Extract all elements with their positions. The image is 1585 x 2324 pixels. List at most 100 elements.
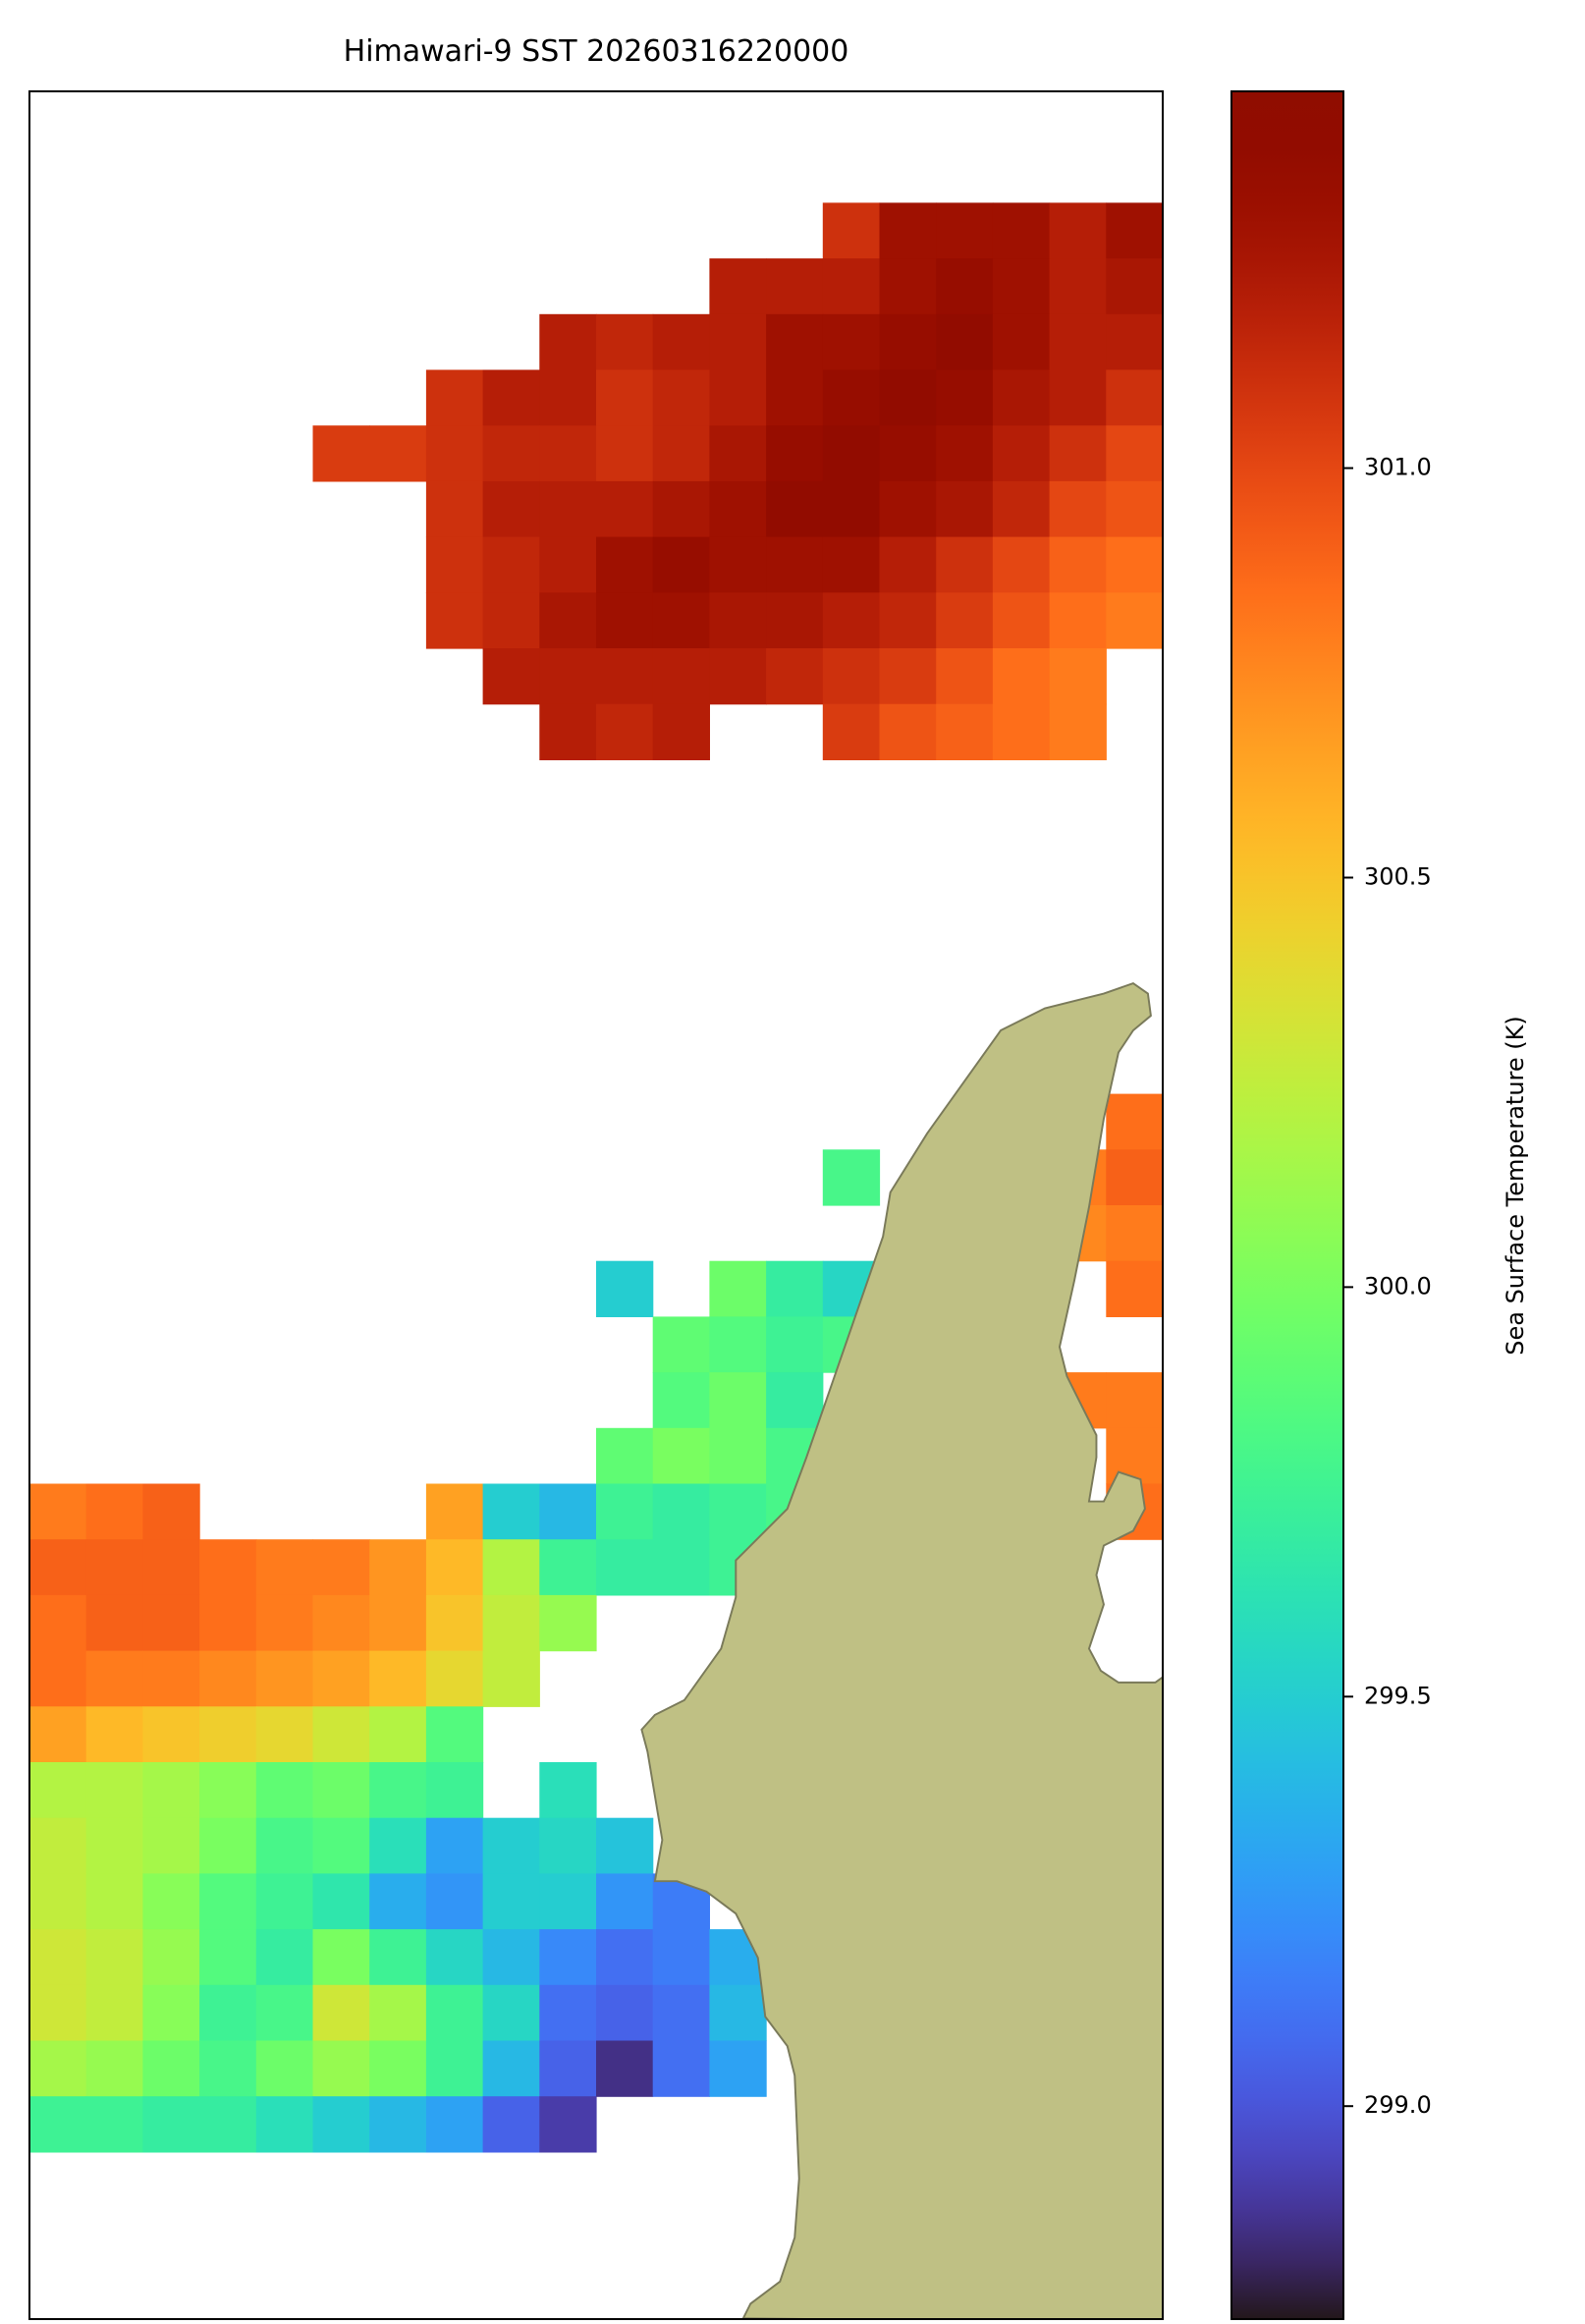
cell — [255, 2040, 314, 2097]
cell — [652, 480, 710, 538]
cell — [766, 480, 824, 538]
cell — [709, 1316, 767, 1373]
cell — [85, 1594, 143, 1652]
cell — [1049, 480, 1107, 538]
cell — [1049, 592, 1107, 649]
cell — [596, 480, 654, 538]
cell — [142, 1817, 200, 1874]
cell — [142, 1984, 200, 2042]
cell — [425, 1594, 484, 1652]
cell — [936, 258, 994, 315]
cell — [879, 202, 937, 259]
cell — [766, 1316, 824, 1373]
cell — [822, 703, 881, 760]
cell — [539, 369, 597, 426]
cell — [199, 1929, 257, 1986]
cell — [312, 2096, 370, 2153]
cell — [596, 1817, 654, 1874]
cell — [312, 1929, 370, 1986]
cell — [142, 1873, 200, 1930]
cell — [992, 536, 1051, 593]
cell — [482, 2096, 540, 2153]
cell — [369, 1594, 427, 1652]
cell — [709, 592, 767, 649]
cell — [85, 2040, 143, 2097]
cell — [539, 1483, 597, 1540]
cell — [822, 258, 881, 315]
cell — [1106, 1427, 1163, 1485]
cell — [1106, 592, 1163, 649]
cell — [312, 1984, 370, 2042]
cell — [85, 1817, 143, 1874]
cell — [369, 425, 427, 482]
colorbar — [1230, 90, 1344, 2320]
cell — [85, 2096, 143, 2153]
cell — [596, 313, 654, 371]
cell — [312, 1762, 370, 1819]
cell — [85, 1929, 143, 1986]
cell — [596, 425, 654, 482]
cell — [936, 703, 994, 760]
cell — [879, 369, 937, 426]
cell — [425, 1817, 484, 1874]
cell — [766, 536, 824, 593]
cell — [199, 2040, 257, 2097]
cell — [596, 2040, 654, 2097]
cell — [29, 1483, 87, 1540]
cell — [199, 1539, 257, 1596]
cell — [255, 1706, 314, 1763]
cell — [312, 1594, 370, 1652]
cell — [1049, 369, 1107, 426]
cell — [709, 1260, 767, 1317]
cell — [29, 1539, 87, 1596]
cell — [652, 1929, 710, 1986]
cell — [312, 1706, 370, 1763]
cell — [766, 313, 824, 371]
cell — [312, 1539, 370, 1596]
cell — [539, 1929, 597, 1986]
cell — [822, 592, 881, 649]
cell — [992, 703, 1051, 760]
cell — [199, 1873, 257, 1930]
cell — [199, 1762, 257, 1819]
cell — [142, 1762, 200, 1819]
cell — [709, 1372, 767, 1429]
cell — [312, 425, 370, 482]
cell — [652, 313, 710, 371]
cell — [539, 2096, 597, 2153]
cell — [369, 1817, 427, 1874]
cell — [425, 1762, 484, 1819]
cell — [369, 1706, 427, 1763]
cell — [596, 1539, 654, 1596]
cell — [539, 425, 597, 482]
cell — [766, 425, 824, 482]
cell — [199, 1706, 257, 1763]
cell — [822, 313, 881, 371]
cell — [482, 1483, 540, 1540]
cell — [1106, 1093, 1163, 1150]
cell — [596, 369, 654, 426]
land-layer — [640, 981, 1163, 2319]
cell — [822, 1149, 881, 1206]
colorbar-tick-label: 299.5 — [1364, 1682, 1432, 1709]
cell — [652, 1984, 710, 2042]
cell — [85, 1706, 143, 1763]
cells — [29, 202, 1163, 2153]
cell — [29, 1873, 87, 1930]
cell — [1106, 425, 1163, 482]
cell — [992, 369, 1051, 426]
cell — [936, 480, 994, 538]
cell — [652, 536, 710, 593]
cell — [879, 592, 937, 649]
cell — [85, 1984, 143, 2042]
cell — [936, 648, 994, 705]
cell — [29, 2040, 87, 2097]
cell — [1106, 536, 1163, 593]
cell — [425, 1873, 484, 1930]
cell — [369, 1762, 427, 1819]
cell — [766, 1372, 824, 1429]
cell — [482, 648, 540, 705]
cell — [539, 1539, 597, 1596]
